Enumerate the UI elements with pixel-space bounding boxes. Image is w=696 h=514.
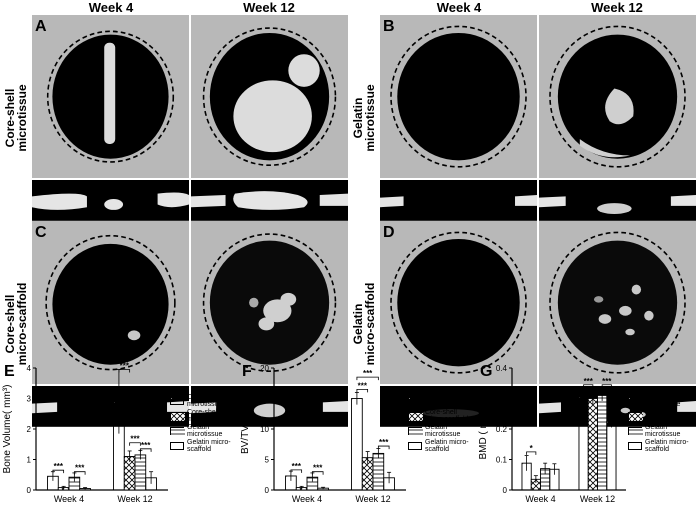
- svg-text:Week 4: Week 4: [292, 494, 322, 504]
- legend-swatch: [170, 412, 184, 420]
- svg-text:2: 2: [27, 425, 32, 434]
- legend-swatch: [408, 427, 422, 435]
- svg-text:0.1: 0.1: [496, 456, 508, 465]
- legend-swatch: [628, 442, 642, 450]
- legend-label: Core-shell microtissue: [187, 394, 236, 408]
- legend: Core-shell microtissueCore-shell micro-s…: [628, 394, 694, 454]
- panel-B-label: Gelatin microtissue: [348, 15, 380, 221]
- ct-image-grid: Week 4 Week 12 Core-shell microtissue A: [0, 0, 696, 358]
- legend-label: Core-shell micro-scaffold: [425, 409, 474, 423]
- svg-text:***: ***: [292, 462, 302, 471]
- legend: Core-shell microtissueCore-shell micro-s…: [408, 394, 474, 454]
- svg-text:15: 15: [260, 395, 269, 404]
- legend-swatch: [170, 442, 184, 450]
- col-headers-left: Week 4 Week 12: [0, 0, 348, 15]
- chart-G: G 0 0.1 0.2 0.3 0.4 BMD ( mg/cc) Week 4 Week 12 *…: [476, 360, 696, 512]
- chart-E: E01234Bone Volume( mm³)Week 4Week 12****…: [0, 360, 238, 512]
- legend-label: Gelatin micro-scaffold: [425, 439, 474, 453]
- svg-text:F: F: [242, 363, 252, 380]
- svg-text:Week 4: Week 4: [525, 494, 555, 504]
- col-header-w12-r: Week 12: [538, 0, 696, 15]
- svg-text:5: 5: [265, 456, 270, 465]
- axial-A-w12: [191, 15, 348, 178]
- chart-F: F 0 5 10 15 20 BV/TV ( %) Week 4 Week 12 *** *** **…: [238, 360, 476, 512]
- legend-label: Core-shell micro-scaffold: [645, 409, 694, 423]
- legend-label: Gelatin microtissue: [425, 424, 474, 438]
- letter-A: A: [35, 18, 47, 36]
- svg-text:BMD ( mg/cc): BMD ( mg/cc): [478, 398, 489, 459]
- legend-swatch: [408, 412, 422, 420]
- svg-text:***: ***: [75, 464, 85, 473]
- legend-swatch: [408, 397, 422, 405]
- legend-label: Core-shell micro-scaffold: [187, 409, 236, 423]
- letter-B: B: [383, 18, 395, 36]
- col-header-w4-r: Week 4: [380, 0, 538, 15]
- axial-B-w4: [380, 15, 537, 178]
- legend-swatch: [628, 412, 642, 420]
- panel-A-w12: [191, 15, 348, 221]
- axial-B-w12: [539, 15, 696, 178]
- svg-text:0: 0: [503, 486, 508, 495]
- svg-text:BV/TV ( %): BV/TV ( %): [240, 404, 251, 454]
- panel-A-w4: A: [32, 15, 189, 221]
- svg-text:10: 10: [260, 425, 269, 434]
- svg-text:***: ***: [141, 441, 151, 450]
- svg-text:***: ***: [130, 435, 140, 444]
- svg-text:Week 12: Week 12: [580, 494, 615, 504]
- svg-text:***: ***: [363, 369, 373, 378]
- left-column: Week 4 Week 12 Core-shell microtissue A: [0, 0, 348, 358]
- panel-A-row: Core-shell microtissue A: [0, 15, 348, 221]
- svg-text:***: ***: [120, 362, 130, 371]
- legend-swatch: [170, 397, 184, 405]
- charts-row: E01234Bone Volume( mm³)Week 4Week 12****…: [0, 360, 696, 512]
- svg-text:G: G: [480, 363, 492, 380]
- sagittal-B-w4: [380, 180, 537, 221]
- panel-A-label: Core-shell microtissue: [0, 15, 32, 221]
- legend: Core-shell microtissueCore-shell micro-s…: [170, 394, 236, 454]
- svg-text:***: ***: [313, 464, 323, 473]
- legend-label: Core-shell microtissue: [425, 394, 474, 408]
- svg-text:***: ***: [602, 377, 612, 386]
- svg-text:0.3: 0.3: [496, 395, 508, 404]
- col-header-w4: Week 4: [32, 0, 190, 15]
- svg-text:20: 20: [260, 364, 269, 373]
- panel-B-row: Gelatin microtissue B: [348, 15, 696, 221]
- svg-text:3: 3: [27, 395, 32, 404]
- svg-text:***: ***: [54, 462, 64, 471]
- svg-text:0: 0: [265, 486, 270, 495]
- svg-text:***: ***: [379, 438, 389, 447]
- svg-text:0: 0: [27, 486, 32, 495]
- svg-text:Week 12: Week 12: [117, 494, 152, 504]
- svg-text:4: 4: [27, 364, 32, 373]
- sagittal-B-w12: [539, 180, 696, 221]
- svg-text:Week 12: Week 12: [355, 494, 390, 504]
- letter-D: D: [383, 224, 395, 242]
- legend-swatch: [628, 397, 642, 405]
- svg-text:0.4: 0.4: [496, 364, 508, 373]
- letter-C: C: [35, 224, 47, 242]
- legend-label: Gelatin microtissue: [187, 424, 236, 438]
- sagittal-A-w12: [191, 180, 348, 221]
- svg-text:0.2: 0.2: [496, 425, 508, 434]
- panel-B-w12: [539, 15, 696, 221]
- svg-text:***: ***: [584, 377, 594, 386]
- axial-A-w4: [32, 15, 189, 178]
- right-column: Week 4 Week 12 Gelatin microtissue B: [348, 0, 696, 358]
- legend-swatch: [408, 442, 422, 450]
- svg-text:Week 4: Week 4: [54, 494, 84, 504]
- svg-text:Bone Volume( mm³): Bone Volume( mm³): [2, 385, 13, 474]
- panel-B-w4: B: [380, 15, 537, 221]
- legend-label: Gelatin microtissue: [645, 424, 694, 438]
- legend-swatch: [170, 427, 184, 435]
- sagittal-A-w4: [32, 180, 189, 221]
- svg-text:***: ***: [358, 381, 368, 390]
- legend-label: Core-shell microtissue: [645, 394, 694, 408]
- legend-label: Gelatin micro-scaffold: [645, 439, 694, 453]
- col-header-w12: Week 12: [190, 0, 348, 15]
- legend-swatch: [628, 427, 642, 435]
- col-headers-right: Week 4 Week 12: [348, 0, 696, 15]
- svg-text:1: 1: [27, 456, 32, 465]
- legend-label: Gelatin micro-scaffold: [187, 439, 236, 453]
- svg-text:E: E: [4, 363, 15, 380]
